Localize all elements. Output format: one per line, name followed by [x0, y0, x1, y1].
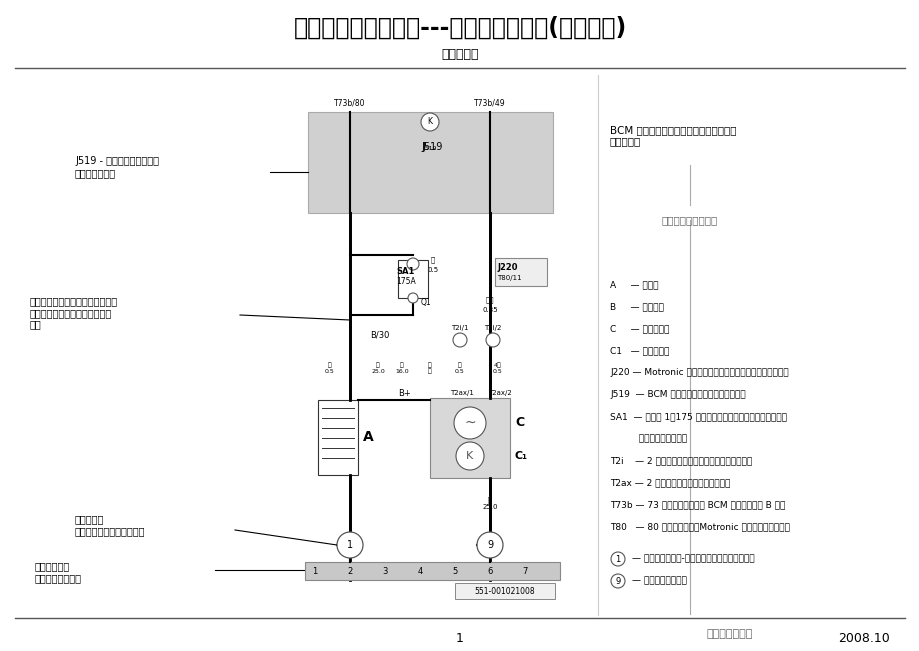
Bar: [429, 398, 509, 478]
Text: 汽车技师帮技术资料---大众维修电路图(晶锐电路): 汽车技师帮技术资料---大众维修电路图(晶锐电路): [293, 16, 626, 40]
Text: T80   — 80 针插头，黑色，Motronic 发动机控制单元插头: T80 — 80 针插头，黑色，Motronic 发动机控制单元插头: [609, 522, 789, 531]
Text: J220: J220: [496, 264, 517, 273]
Text: 0.35: 0.35: [482, 307, 497, 313]
Text: Q1: Q1: [421, 298, 431, 307]
Text: SA1  — 保险丝 1，175 安培，交流发电机保险丝，在蓄电池盖: SA1 — 保险丝 1，175 安培，交流发电机保险丝，在蓄电池盖: [609, 412, 786, 421]
Text: 黑
板: 黑 板: [427, 362, 431, 374]
Circle shape: [453, 407, 485, 439]
Text: 551-001021008: 551-001021008: [474, 587, 535, 596]
Text: C: C: [515, 417, 524, 430]
Circle shape: [406, 258, 418, 270]
Text: SA1: SA1: [395, 268, 414, 277]
Text: A: A: [363, 430, 373, 444]
Text: 保险: 保险: [485, 297, 494, 303]
Circle shape: [610, 574, 624, 588]
Text: K: K: [466, 451, 473, 461]
Bar: [494, 258, 547, 286]
Text: 2: 2: [347, 566, 352, 575]
Circle shape: [452, 333, 467, 347]
Text: J519  — BCM 车身控制器，在仪表板左侧下方: J519 — BCM 车身控制器，在仪表板左侧下方: [609, 390, 744, 399]
Text: T73b/49: T73b/49: [473, 98, 505, 107]
Bar: [305, 562, 560, 580]
Text: 1: 1: [615, 555, 620, 564]
Text: 黑: 黑: [430, 256, 435, 263]
Circle shape: [476, 532, 503, 558]
Text: 4: 4: [417, 566, 422, 575]
Text: C1   — 电压调节器: C1 — 电压调节器: [609, 346, 669, 355]
Text: 标
0.5: 标 0.5: [455, 363, 464, 374]
Text: T2i/2: T2i/2: [483, 325, 501, 331]
Text: J519: J519: [421, 142, 442, 152]
Text: 车辆接地点
圆圈内数字表示接地点代号: 车辆接地点 圆圈内数字表示接地点代号: [75, 514, 145, 536]
Text: 2008.10: 2008.10: [837, 631, 889, 644]
Text: 1: 1: [346, 540, 353, 550]
Text: T2i    — 2 针插头，黑色，在变速箱前部插头支架上: T2i — 2 针插头，黑色，在变速箱前部插头支架上: [609, 456, 752, 465]
Text: C     — 交流发电机: C — 交流发电机: [609, 324, 669, 333]
Text: C₁: C₁: [515, 451, 528, 461]
Text: 电路图结构: 电路图结构: [441, 49, 478, 61]
Text: 标
0.5: 标 0.5: [324, 363, 335, 374]
Text: J₅₁₉: J₅₁₉: [423, 142, 437, 152]
Text: 175A: 175A: [395, 277, 415, 286]
Text: T2ax/2: T2ax/2: [488, 390, 511, 396]
Bar: [455, 583, 554, 599]
Text: 黑
25.0: 黑 25.0: [482, 496, 497, 510]
Text: T73b/80: T73b/80: [334, 98, 366, 107]
Text: K: K: [427, 117, 432, 126]
Text: A     — 蓄电池: A — 蓄电池: [609, 280, 658, 289]
Text: B+: B+: [398, 389, 411, 398]
Circle shape: [485, 333, 499, 347]
Text: 4板
0.5: 4板 0.5: [493, 363, 503, 374]
Text: T73b — 73 针插头，白色，在 BCM 车身控制器上 B 号位: T73b — 73 针插头，白色，在 BCM 车身控制器上 B 号位: [609, 500, 785, 509]
Text: — 接地点，蓄电池-车身，在左前悬挂处的车身上: — 接地点，蓄电池-车身，在左前悬挂处的车身上: [631, 555, 754, 564]
Text: 保险丝支架顶面右侧: 保险丝支架顶面右侧: [609, 434, 686, 443]
Text: 9: 9: [486, 540, 493, 550]
Text: 电路接点编号
用于查找电路接点: 电路接点编号 用于查找电路接点: [35, 561, 82, 583]
Circle shape: [407, 293, 417, 303]
Text: 本页所示电路的名称: 本页所示电路的名称: [661, 215, 718, 225]
Text: 1: 1: [456, 631, 463, 644]
Text: 9: 9: [615, 577, 620, 585]
Text: 黑
25.0: 黑 25.0: [370, 363, 384, 374]
Text: 6: 6: [487, 566, 493, 575]
Text: 元件代号及名称: 元件代号及名称: [706, 629, 753, 639]
Text: BCM 车身控制器、蓄电池、交流发电机、
电压调节器: BCM 车身控制器、蓄电池、交流发电机、 电压调节器: [609, 125, 736, 146]
Text: T2ax/1: T2ax/1: [449, 390, 473, 396]
Text: 带有连接导线的负载回路，在图中
所有开关和触点均处于机械禁止
位置: 带有连接导线的负载回路，在图中 所有开关和触点均处于机械禁止 位置: [30, 296, 118, 329]
Text: B/30: B/30: [370, 331, 390, 340]
Text: — 接地点，自身接地: — 接地点，自身接地: [631, 577, 686, 585]
Text: J220 — Motronic 发动机控制单元，在发动机舱内横隔板左侧: J220 — Motronic 发动机控制单元，在发动机舱内横隔板左侧: [609, 368, 788, 377]
Circle shape: [610, 552, 624, 566]
Bar: [398, 260, 427, 298]
Text: 0.5: 0.5: [427, 267, 438, 273]
Text: B     — 起动马达: B — 起动马达: [609, 302, 664, 311]
Text: T2i/1: T2i/1: [450, 325, 469, 331]
Circle shape: [456, 442, 483, 470]
Text: 5: 5: [452, 566, 457, 575]
Text: 1: 1: [312, 566, 317, 575]
Text: T2ax — 2 针插头，黑色，交流发电机插头: T2ax — 2 针插头，黑色，交流发电机插头: [609, 478, 730, 487]
Circle shape: [421, 113, 438, 131]
Text: 黑
16.0: 黑 16.0: [395, 363, 408, 374]
Text: T80/11: T80/11: [496, 275, 521, 281]
Circle shape: [336, 532, 363, 558]
Text: 3: 3: [382, 566, 387, 575]
Text: 7: 7: [522, 566, 528, 575]
Text: J519 - 车载网络控制单元，
用灰色区域标出: J519 - 车载网络控制单元， 用灰色区域标出: [75, 156, 159, 178]
Bar: [308, 112, 552, 213]
Bar: [318, 400, 357, 475]
Text: ~: ~: [464, 416, 475, 430]
